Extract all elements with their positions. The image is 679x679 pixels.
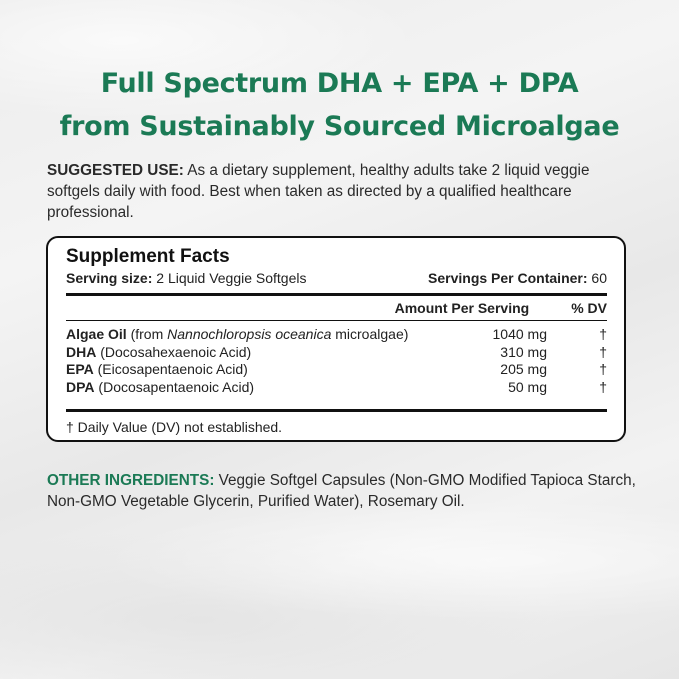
other-ingredients-label: OTHER INGREDIENTS:: [47, 472, 215, 489]
headline: Full Spectrum DHA + EPA + DPA from Susta…: [0, 62, 679, 148]
divider-thin: [66, 320, 607, 321]
nutrient-dv: †: [599, 326, 607, 342]
nutrient-row: Algae Oil (from Nannochloropsis oceanica…: [66, 326, 607, 344]
nutrient-row: EPA (Eicosapentaenoic Acid) 205 mg †: [66, 361, 607, 379]
nutrient-amount: 50 mg: [508, 378, 547, 395]
nutrient-name: DHA: [66, 343, 97, 360]
nutrient-name: EPA: [66, 361, 94, 377]
dv-header: % DV: [571, 300, 607, 316]
headline-line-2: from Sustainably Sourced Microalgae: [59, 111, 620, 142]
nutrient-desc: (Docosahexaenoic Acid): [96, 343, 252, 360]
other-ingredients-text: Veggie Softgel Capsules (Non-GMO Modifie…: [47, 472, 636, 510]
headline-line-1: Full Spectrum DHA + EPA + DPA: [100, 68, 579, 99]
species-name: Nannochloropsis oceanica: [167, 326, 332, 342]
nutrient-row: DPA (Docosapentaenoic Acid) 50 mg †: [66, 379, 607, 397]
divider-thick: [66, 293, 607, 296]
nutrient-list: Algae Oil (from Nannochloropsis oceanica…: [66, 326, 607, 396]
supplement-facts-panel: Supplement Facts Serving size: 2 Liquid …: [46, 236, 626, 442]
other-ingredients: OTHER INGREDIENTS: Veggie Softgel Capsul…: [47, 470, 637, 512]
nutrient-amount: 1040 mg: [492, 326, 547, 342]
nutrient-desc: (Docosapentaenoic Acid): [94, 378, 255, 395]
suggested-use-text: As a dietary supplement, healthy adults …: [47, 162, 590, 221]
serving-row: Serving size: 2 Liquid Veggie Softgels S…: [66, 270, 607, 286]
nutrient-row: DHA (Docosahexaenoic Acid) 310 mg †: [66, 344, 607, 362]
nutrient-desc: (from: [126, 326, 168, 342]
nutrient-desc: (Eicosapentaenoic Acid): [93, 361, 248, 377]
servings-per-container-label: Servings Per Container:: [428, 270, 588, 286]
nutrient-dv: †: [599, 343, 607, 360]
suggested-use-label: SUGGESTED USE:: [47, 162, 184, 179]
nutrient-amount: 205 mg: [500, 361, 547, 377]
nutrient-name: DPA: [66, 378, 95, 395]
serving-size-value: 2 Liquid Veggie Softgels: [152, 270, 307, 286]
column-headers: Amount Per Serving % DV: [66, 300, 607, 316]
nutrient-amount: 310 mg: [500, 343, 547, 360]
supplement-facts-title: Supplement Facts: [66, 246, 230, 267]
nutrient-name: Algae Oil: [66, 326, 127, 342]
nutrient-dv: †: [599, 378, 607, 395]
footnote: † Daily Value (DV) not established.: [66, 419, 283, 435]
servings-per-container-value: 60: [587, 270, 607, 286]
nutrient-desc-end: microalgae): [331, 326, 409, 342]
nutrient-dv: †: [599, 361, 607, 377]
divider-thick-bottom: [66, 409, 607, 412]
suggested-use: SUGGESTED USE: As a dietary supplement, …: [47, 160, 637, 223]
amount-header: Amount Per Serving: [394, 300, 530, 316]
serving-size-label: Serving size:: [66, 270, 153, 286]
